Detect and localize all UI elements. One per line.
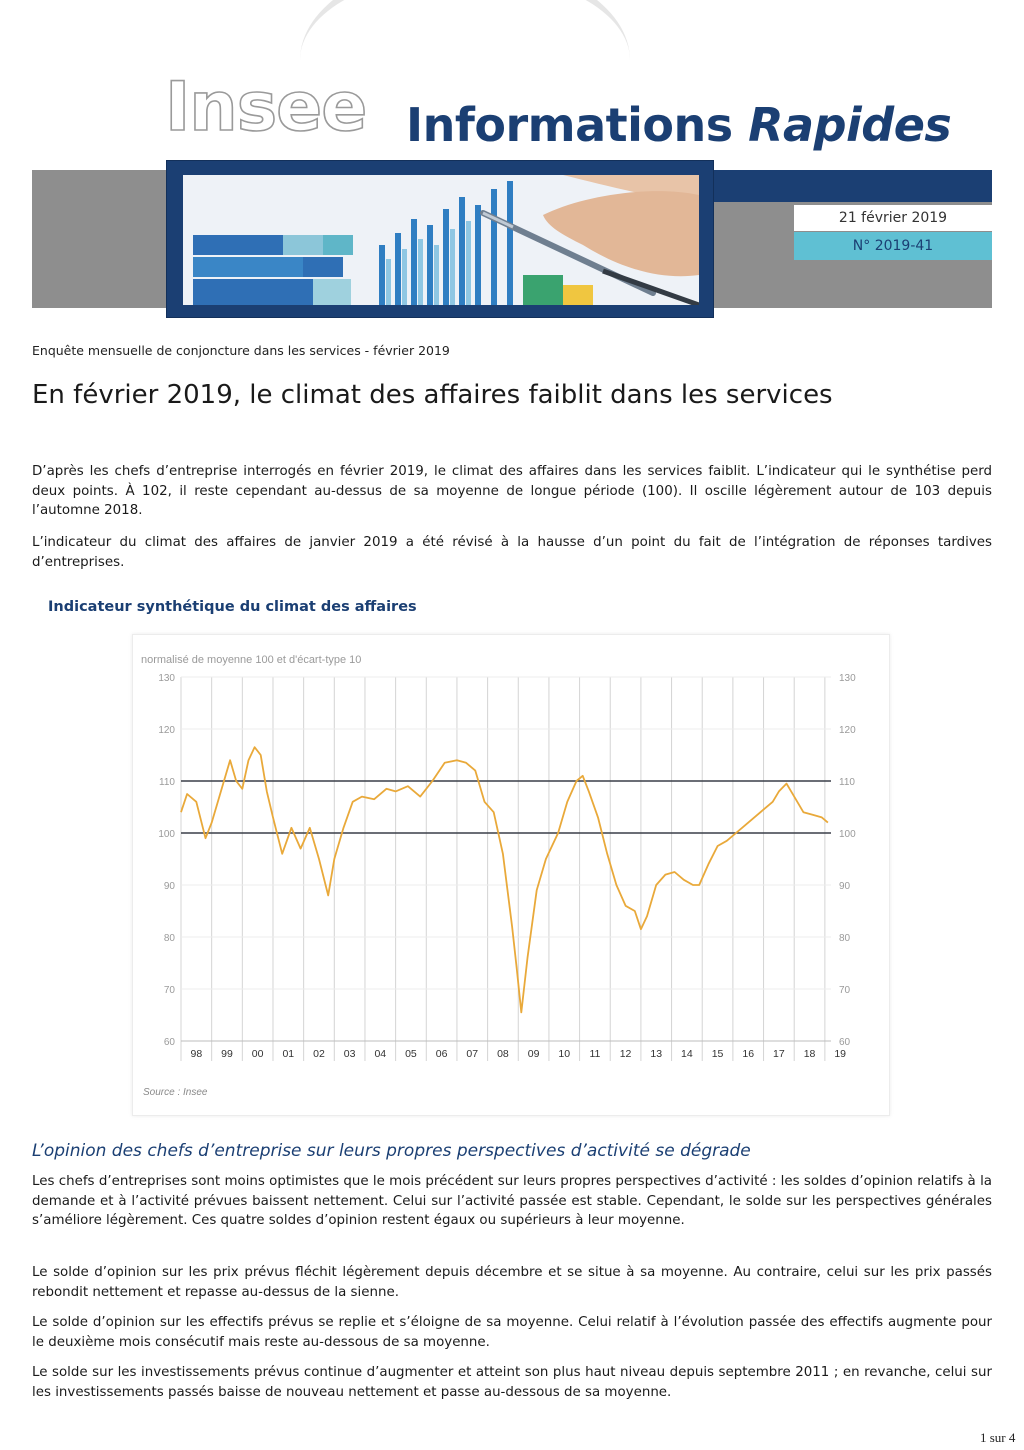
y-tick-label-right: 60 [839,1037,851,1048]
x-tick-label: 14 [681,1048,693,1060]
chart-source: Source : Insee [143,1087,208,1098]
section-title: L’opinion des chefs d’entreprise sur leu… [32,1141,751,1161]
y-tick-label-right: 130 [839,673,856,684]
publication-title: Informations Rapides [406,102,952,148]
chart-container: 60 60 70 70 80 80 90 90 100 100 110 110 120 120 130 130… [132,634,890,1116]
page-number: 1 sur 4 [980,1430,1016,1445]
body-paragraph-employment: Le solde d’opinion sur les effectifs pré… [32,1315,992,1350]
x-tick-label: 19 [834,1048,846,1060]
chart-grid [180,676,831,1061]
y-tick-label-left: 100 [158,829,175,840]
x-tick-label: 02 [313,1048,325,1060]
body-paragraph-prices: Le solde d’opinion sur les prix prévus f… [32,1265,992,1300]
header-photo-frame [166,160,714,318]
x-tick-label: 15 [712,1048,724,1060]
chart-reference-lines [181,780,831,834]
x-tick-label: 17 [773,1048,785,1060]
x-tick-label: 16 [742,1048,754,1060]
x-tick-label: 01 [282,1048,294,1060]
x-tick-label: 04 [374,1048,386,1060]
insee-logo: Insee [164,68,368,147]
y-tick-label-right: 90 [839,881,851,892]
y-tick-label-left: 120 [158,725,175,736]
body-paragraph-activity: Les chefs d’entreprises sont moins optim… [32,1174,992,1228]
x-tick-label: 98 [190,1048,202,1060]
chart-series [180,746,829,1014]
x-tick-label: 11 [589,1048,600,1060]
x-tick-label: 18 [804,1048,816,1060]
publication-title-italic: Rapides [748,98,952,152]
survey-kicker: Enquête mensuelle de conjoncture dans le… [32,343,450,358]
publication-number: N° 2019-41 [794,232,992,260]
y-tick-label-left: 80 [164,933,176,944]
chart-photo-illustration [183,175,699,305]
y-tick-label-right: 100 [839,829,856,840]
x-tick-label: 99 [221,1048,233,1060]
chart-heading: Indicateur synthétique du climat des aff… [48,599,417,615]
y-tick-label-left: 60 [164,1037,176,1048]
header-navy-strip [700,170,992,202]
x-tick-label: 07 [466,1048,478,1060]
y-tick-label-left: 110 [159,777,175,788]
x-tick-label: 13 [650,1048,662,1060]
header-photo [183,175,699,305]
x-tick-label: 03 [344,1048,356,1060]
x-tick-label: 06 [436,1048,448,1060]
publication-date: 21 février 2019 [794,205,992,231]
y-tick-label-right: 120 [839,725,856,736]
x-tick-label: 12 [620,1048,632,1060]
y-tick-label-left: 70 [164,985,176,996]
y-tick-label-left: 90 [164,881,176,892]
publication-title-regular: Informations [406,98,749,152]
chart-subtitle: normalisé de moyenne 100 et d'écart-type… [141,654,361,666]
page-title: En février 2019, le climat des affaires … [32,380,833,410]
business-climate-line [180,746,829,1014]
y-tick-label-right: 80 [839,933,851,944]
x-tick-label: 00 [252,1048,264,1060]
y-tick-label-right: 110 [839,777,855,788]
revision-paragraph: L’indicateur du climat des affaires de j… [32,535,992,570]
y-tick-label-right: 70 [839,985,851,996]
x-tick-label: 09 [528,1048,540,1060]
y-tick-label-left: 130 [158,673,175,684]
x-tick-label: 05 [405,1048,417,1060]
x-tick-label: 08 [497,1048,509,1060]
x-tick-label: 10 [558,1048,570,1060]
intro-paragraph: D’après les chefs d’entreprise interrogé… [32,464,992,518]
body-paragraph-investment: Le solde sur les investissements prévus … [32,1365,992,1400]
